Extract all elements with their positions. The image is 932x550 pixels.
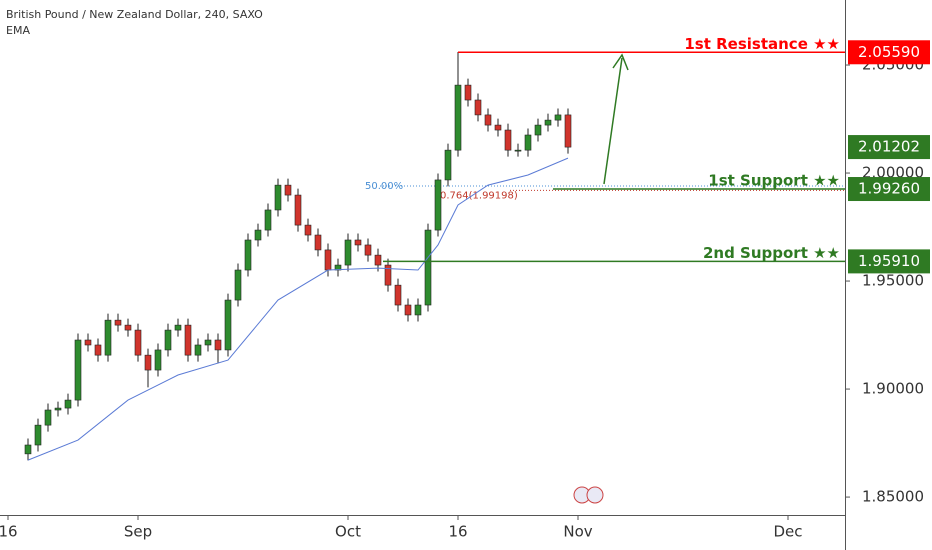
candle-body — [364, 244, 372, 256]
candle-body — [104, 319, 112, 356]
candle-body — [354, 239, 362, 246]
candle-body — [224, 299, 232, 351]
x-tick-label: 16 — [0, 523, 18, 541]
price-box-label: 2.05590 — [858, 43, 920, 61]
candle-body — [434, 179, 442, 231]
candle-body — [94, 344, 102, 356]
candle-body — [344, 239, 352, 266]
y-tick-label: 1.85000 — [862, 488, 924, 506]
price-box — [848, 177, 930, 202]
candle-body — [264, 209, 272, 231]
candle-body — [164, 329, 172, 351]
arrow — [603, 53, 629, 185]
candle-body — [384, 264, 392, 286]
y-tick-label: 1.95000 — [862, 272, 924, 290]
x-tick-label: Nov — [563, 523, 592, 541]
candle-body — [64, 399, 72, 409]
fib-label: 0.764(1.99198) — [440, 190, 518, 201]
candle-body — [24, 444, 32, 455]
candle-body — [554, 114, 562, 121]
last-price-label: 2.01202 — [858, 138, 920, 156]
candle-body — [544, 119, 552, 126]
candle-body — [184, 324, 192, 356]
candle-body — [514, 149, 522, 152]
price-box-label: 1.99260 — [858, 180, 920, 198]
candle-body — [524, 134, 532, 151]
candle-body — [504, 129, 512, 151]
price-box — [848, 249, 930, 274]
candle-body — [564, 114, 572, 148]
candle-body — [424, 229, 432, 306]
x-tick-label: Oct — [335, 523, 361, 541]
level-name: 1st Support ★★ — [708, 172, 840, 190]
price-box-label: 1.95910 — [858, 252, 920, 270]
x-tick-label: 16 — [448, 523, 467, 541]
candle-body — [394, 284, 402, 306]
candle-body — [534, 124, 542, 136]
candle-body — [304, 224, 312, 236]
candle-body — [174, 324, 182, 331]
candle-body — [274, 184, 282, 211]
candle-body — [194, 344, 202, 356]
ema-line — [27, 157, 569, 461]
candle-body — [44, 409, 52, 426]
candle-body — [474, 99, 482, 116]
indicator-label: EMA — [6, 24, 30, 37]
candle-body — [244, 239, 252, 271]
candle-body — [254, 229, 262, 241]
chart-title: British Pound / New Zealand Dollar, 240,… — [6, 8, 263, 21]
candle-body — [214, 339, 222, 351]
candle-body — [374, 254, 382, 266]
candle-body — [284, 184, 292, 196]
candle-body — [124, 324, 132, 331]
price-box — [848, 40, 930, 65]
currency-badge — [573, 486, 604, 504]
candle-body — [444, 149, 452, 181]
x-tick-label: Dec — [773, 523, 802, 541]
level-name: 2nd Support ★★ — [703, 244, 840, 262]
candle-body — [204, 339, 212, 346]
candle-body — [34, 424, 42, 446]
level-name: 1st Resistance ★★ — [684, 35, 840, 53]
candle-body — [84, 339, 92, 346]
candle-body — [494, 124, 502, 131]
candle-body — [314, 234, 322, 251]
candle-body — [154, 349, 162, 371]
candle-body — [294, 194, 302, 226]
candle-body — [414, 304, 422, 316]
candle-body — [404, 304, 412, 316]
x-tick-label: Sep — [124, 523, 152, 541]
candle-body — [324, 249, 332, 271]
fib-label: 50.00% — [365, 181, 403, 192]
candle-body — [464, 84, 472, 101]
last-price-box — [848, 135, 930, 160]
candle-body — [144, 354, 152, 371]
candle-body — [54, 407, 62, 411]
candle-body — [74, 339, 82, 401]
candle-body — [114, 319, 122, 326]
candle-body — [134, 329, 142, 356]
candle-body — [234, 269, 242, 301]
candle-body — [484, 114, 492, 126]
candle-body — [454, 84, 462, 151]
y-tick-label: 1.90000 — [862, 380, 924, 398]
